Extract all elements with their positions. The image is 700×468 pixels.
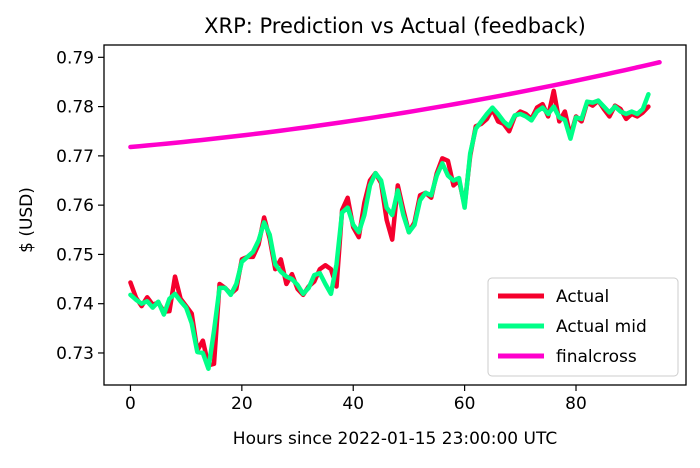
legend-label-finalcross: finalcross (556, 347, 637, 367)
x-tick-label: 0 (125, 394, 136, 414)
y-tick-label: 0.78 (56, 98, 94, 118)
series-finalcross-line (128, 60, 662, 150)
y-tick-label: 0.76 (56, 196, 94, 216)
chart-title: XRP: Prediction vs Actual (feedback) (204, 14, 586, 38)
y-tick-label: 0.73 (56, 344, 94, 364)
x-tick-label: 20 (231, 394, 253, 414)
y-tick-label: 0.77 (56, 147, 94, 167)
legend-label-actual: Actual (556, 287, 609, 307)
axis-ticks: 0 20 40 60 80 0.73 0.74 0.75 0.76 0.77 0.78 0.79 (56, 48, 587, 414)
legend-box (487, 277, 679, 377)
plot-frame (103, 44, 687, 386)
y-tick-label: 0.75 (56, 245, 94, 265)
y-axis-label: $ (USD) (17, 187, 37, 253)
legend: Actual Actual mid finalcross (487, 277, 679, 377)
legend-label-actual-mid: Actual mid (556, 317, 647, 337)
plot-area (128, 60, 662, 371)
x-tick-label: 80 (565, 394, 587, 414)
x-tick-label: 40 (342, 394, 364, 414)
y-tick-label: 0.79 (56, 48, 94, 68)
x-tick-label: 60 (454, 394, 476, 414)
series-actual-mid-line (128, 92, 651, 371)
x-axis-label: Hours since 2022-01-15 23:00:00 UTC (233, 429, 557, 449)
y-tick-label: 0.74 (56, 295, 94, 315)
